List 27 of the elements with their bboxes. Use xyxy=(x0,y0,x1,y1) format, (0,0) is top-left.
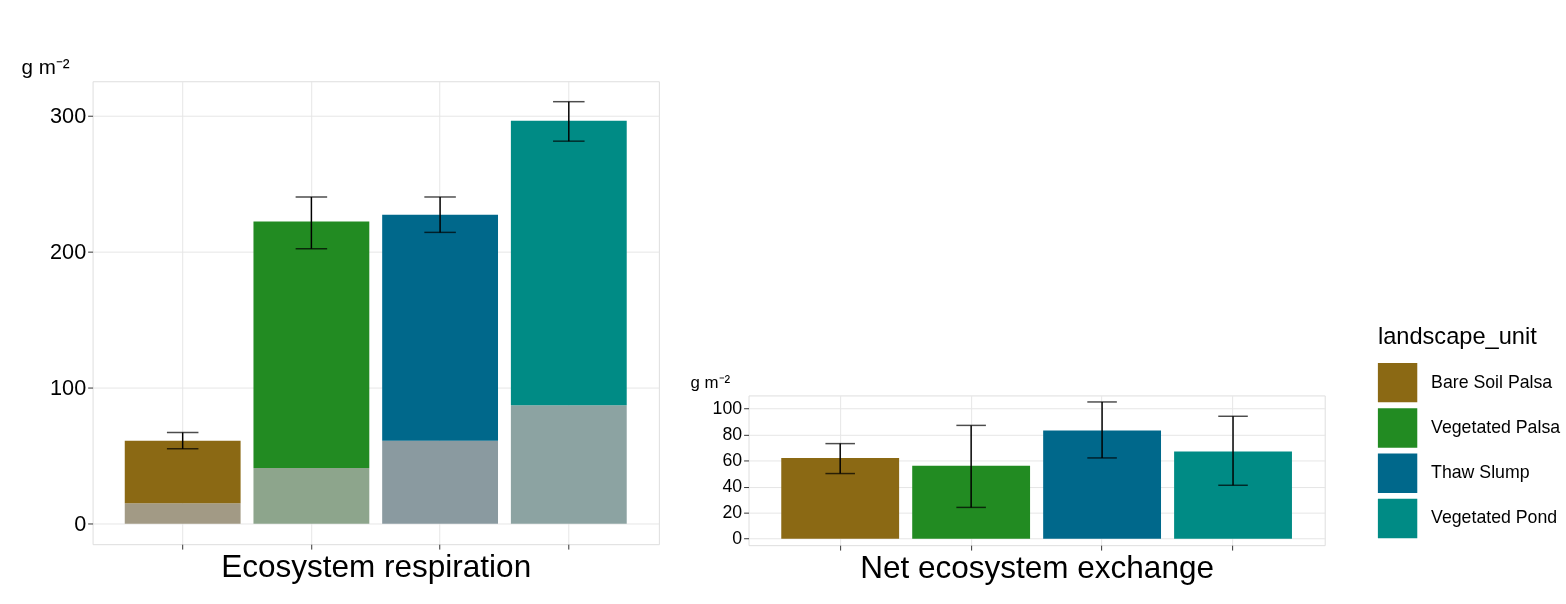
bar xyxy=(253,467,370,524)
y-tick-label: 0 xyxy=(74,511,87,537)
y-tick-label: 300 xyxy=(50,102,87,128)
x-axis-title: Ecosystem respiration xyxy=(221,547,532,584)
y-tick-label: 20 xyxy=(722,502,743,523)
bar xyxy=(510,120,627,406)
y-tick-label: 100 xyxy=(50,374,87,400)
bar xyxy=(510,405,627,524)
y-tick-label: 200 xyxy=(50,238,87,264)
x-axis-title: Net ecosystem exchange xyxy=(860,548,1214,585)
bar xyxy=(124,503,241,524)
legend-label: Bare Soil Palsa xyxy=(1431,371,1553,392)
y-tick-label: 60 xyxy=(722,449,743,470)
legend-label: Vegetated Pond xyxy=(1431,507,1558,528)
legend-label: Vegetated Palsa xyxy=(1431,416,1561,437)
y-tick-label: 0 xyxy=(732,528,743,549)
bar xyxy=(382,214,499,441)
y-tick-label: 100 xyxy=(712,397,743,418)
y-axis-title: g m⁻² xyxy=(21,54,70,78)
y-axis-title: g m⁻² xyxy=(690,373,731,393)
legend-title: landscape_unit xyxy=(1377,323,1538,350)
bar xyxy=(253,221,370,468)
bar xyxy=(124,440,241,504)
y-tick-label: 40 xyxy=(722,475,743,496)
y-tick-label: 80 xyxy=(722,423,743,444)
bar xyxy=(382,440,499,524)
legend-label: Thaw Slump xyxy=(1431,462,1530,483)
